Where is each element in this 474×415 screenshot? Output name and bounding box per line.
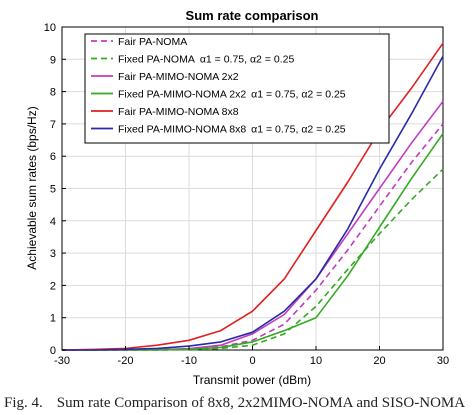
y-tick-label: 6	[50, 151, 56, 163]
x-tick-label: 0	[249, 355, 255, 367]
sum-rate-chart: -30 -20 -10 0 10 20 30 0 1 2 3 4 5 6 7 8 9 10 Sum rate co…	[25, 8, 449, 387]
axis-ticks: -30 -20 -10 0 10 20 30 0 1 2 3 4 5 6 7 8 9 10	[44, 22, 449, 367]
x-tick-label: -30	[54, 355, 70, 367]
legend: Fair PA-NOMA Fixed PA-NOMA α1 = 0.75, α2 =…	[84, 33, 390, 144]
x-tick-label: 10	[310, 355, 322, 367]
figure-caption: Fig. 4. Sum rate Comparison of 8x8, 2x2MI…	[4, 395, 474, 412]
x-tick-label: -20	[118, 355, 134, 367]
caption-text: Sum rate Comparison of 8x8, 2x2MIMO-NOMA…	[56, 395, 466, 411]
legend-power-allocation-2: α1 = 0.75, α2 = 0.25	[200, 54, 295, 66]
legend-power-allocation-6: α1 = 0.75, α2 = 0.25	[251, 124, 346, 136]
legend-label-6: Fixed PA-MIMO-NOMA 8x8	[118, 124, 246, 136]
y-tick-label: 1	[50, 313, 56, 325]
x-tick-label: -10	[181, 355, 197, 367]
y-tick-label: 7	[50, 119, 56, 131]
legend-box	[84, 33, 390, 144]
legend-label-1: Fair PA-NOMA	[118, 36, 187, 48]
figure-number: Fig. 4.	[4, 395, 43, 411]
y-tick-label: 9	[50, 54, 56, 66]
x-axis-label: Transmit power (dBm)	[193, 373, 311, 387]
y-tick-label: 4	[50, 216, 56, 228]
legend-power-allocation-4: α1 = 0.75, α2 = 0.25	[251, 89, 346, 101]
chart-title: Sum rate comparison	[186, 8, 319, 23]
legend-label-3: Fair PA-MIMO-NOMA 2x2	[118, 71, 239, 83]
y-tick-label: 3	[50, 248, 56, 260]
y-tick-label: 0	[50, 345, 56, 357]
y-tick-label: 2	[50, 280, 56, 292]
y-tick-label: 8	[50, 87, 56, 99]
x-tick-label: 30	[437, 355, 449, 367]
y-tick-label: 10	[44, 22, 56, 34]
y-tick-label: 5	[50, 184, 56, 196]
legend-label-4: Fixed PA-MIMO-NOMA 2x2	[118, 89, 246, 101]
x-tick-label: 20	[373, 355, 385, 367]
legend-label-5: Fair PA-MIMO-NOMA 8x8	[118, 106, 239, 118]
y-axis-label: Achievable sum rates (bps/Hz)	[25, 106, 39, 269]
legend-label-2: Fixed PA-NOMA	[118, 54, 195, 66]
